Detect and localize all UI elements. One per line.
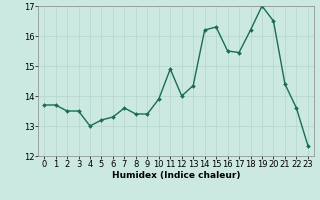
X-axis label: Humidex (Indice chaleur): Humidex (Indice chaleur)	[112, 171, 240, 180]
